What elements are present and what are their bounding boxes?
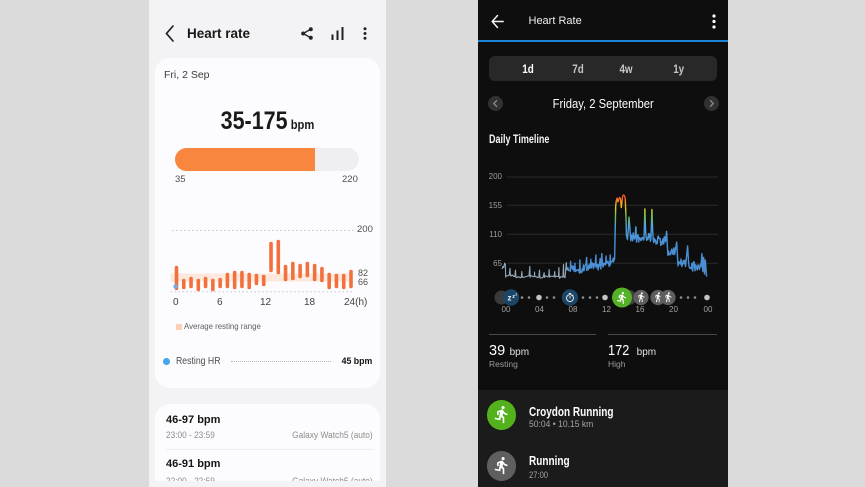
svg-text:z: z bbox=[508, 294, 512, 303]
svg-text:z: z bbox=[515, 292, 517, 297]
svg-text:z: z bbox=[512, 294, 515, 300]
